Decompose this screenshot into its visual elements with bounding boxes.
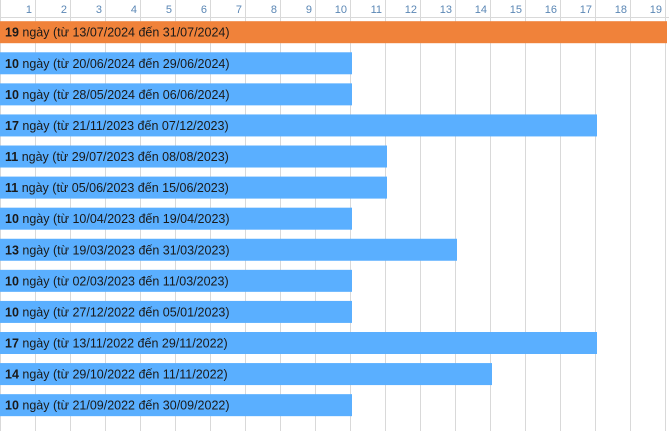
- bar-label: 10 ngày (từ 10/04/2023 đến 19/04/2023): [5, 212, 230, 226]
- bar: [0, 207, 352, 230]
- bar-unit: ngày: [19, 368, 53, 382]
- bar-label: 17 ngày (từ 21/11/2023 đến 07/12/2023): [5, 119, 229, 133]
- bars: 19 ngày (từ 13/07/2024 đến 31/07/2024) 10…: [0, 21, 667, 417]
- bar-value: 11: [5, 150, 18, 164]
- bar-label: 13 ngày (từ 19/03/2023 đến 31/03/2023): [5, 243, 230, 257]
- bar-date-range: (từ 05/06/2023 đến 15/06/2023): [52, 181, 229, 195]
- x-tick-label: 2: [61, 4, 67, 16]
- bar-label: 10 ngày (từ 02/03/2023 đến 11/03/2023): [5, 274, 229, 288]
- bar-label: 19 ngày (từ 13/07/2024 đến 31/07/2024): [5, 26, 230, 40]
- x-tick-label: 6: [201, 4, 207, 16]
- bar-unit: ngày: [19, 337, 53, 351]
- bar-value: 10: [5, 305, 19, 319]
- bar-value: 13: [5, 243, 19, 257]
- x-tick-label: 5: [166, 4, 172, 16]
- x-tick-label: 16: [545, 4, 557, 16]
- bar-label: 10 ngày (từ 21/09/2022 đến 30/09/2022): [5, 399, 230, 413]
- bar-label: 17 ngày (từ 13/11/2022 đến 29/11/2022): [5, 337, 228, 351]
- bar: [0, 176, 387, 199]
- bar-value: 10: [5, 88, 19, 102]
- bar-date-range: (từ 13/07/2024 đến 31/07/2024): [53, 26, 230, 40]
- bar: [0, 145, 387, 168]
- x-tick-label: 10: [335, 4, 347, 16]
- x-tick-label: 13: [440, 4, 452, 16]
- bar-value: 17: [5, 119, 19, 133]
- bar: [0, 269, 352, 292]
- bar-date-range: (từ 13/11/2022 đến 29/11/2022): [53, 337, 228, 351]
- bar-date-range: (từ 29/10/2022 đến 11/11/2022): [53, 368, 228, 382]
- bar-value: 19: [5, 26, 19, 40]
- bar-date-range: (từ 02/03/2023 đến 11/03/2023): [53, 274, 229, 288]
- bar-value: 10: [5, 274, 19, 288]
- x-tick-label: 4: [131, 4, 137, 16]
- x-tick-labels: 1 2 3 4 5 6 7 8 9 10 11 12 13 14 15 16 17 18 19: [26, 4, 662, 16]
- bar: [0, 83, 352, 106]
- bar: [0, 394, 352, 417]
- bar-unit: ngày: [19, 88, 53, 102]
- bar-date-range: (từ 27/12/2022 đến 05/01/2023): [53, 305, 230, 319]
- bar-unit: ngày: [19, 212, 53, 226]
- bar-value: 10: [5, 57, 19, 71]
- bar-label: 11 ngày (từ 05/06/2023 đến 15/06/2023): [5, 181, 229, 195]
- bar-date-range: (từ 21/09/2022 đến 30/09/2022): [53, 399, 230, 413]
- bar-date-range: (từ 20/06/2024 đến 29/06/2024): [53, 57, 230, 71]
- bar: [0, 114, 597, 137]
- x-tick-label: 15: [510, 4, 522, 16]
- bar-value: 10: [5, 399, 19, 413]
- x-tick-label: 12: [405, 4, 417, 16]
- bar-unit: ngày: [18, 181, 52, 195]
- bar-unit: ngày: [18, 150, 52, 164]
- bar: [0, 300, 352, 323]
- bar-date-range: (từ 21/11/2023 đến 07/12/2023): [53, 119, 229, 133]
- bar-label: 11 ngày (từ 29/07/2023 đến 08/08/2023): [5, 150, 229, 164]
- x-tick-label: 17: [580, 4, 592, 16]
- bar-label: 10 ngày (từ 27/12/2022 đến 05/01/2023): [5, 305, 230, 319]
- bar-value: 11: [5, 181, 18, 195]
- bar-date-range: (từ 10/04/2023 đến 19/04/2023): [53, 212, 230, 226]
- bar-value: 14: [5, 368, 19, 382]
- bar-date-range: (từ 19/03/2023 đến 31/03/2023): [53, 243, 230, 257]
- x-tick-label: 19: [650, 4, 662, 16]
- bar-unit: ngày: [19, 26, 53, 40]
- x-tick-label: 8: [271, 4, 277, 16]
- x-tick-label: 14: [475, 4, 487, 16]
- x-tick-label: 1: [26, 4, 32, 16]
- x-tick-label: 18: [615, 4, 627, 16]
- x-tick-label: 3: [96, 4, 102, 16]
- bar-label: 14 ngày (từ 29/10/2022 đến 11/11/2022): [5, 368, 228, 382]
- bar-unit: ngày: [19, 399, 53, 413]
- bar-label: 10 ngày (từ 20/06/2024 đến 29/06/2024): [5, 57, 230, 71]
- bar: [0, 21, 667, 44]
- bar-date-range: (từ 28/05/2024 đến 06/06/2024): [53, 88, 230, 102]
- bar-date-range: (từ 29/07/2023 đến 08/08/2023): [52, 150, 229, 164]
- bar-label: 10 ngày (từ 28/05/2024 đến 06/06/2024): [5, 88, 230, 102]
- bar: [0, 332, 597, 354]
- bar: [0, 363, 492, 386]
- x-tick-label: 11: [371, 4, 382, 16]
- bar-value: 10: [5, 212, 19, 226]
- x-tick-label: 7: [236, 4, 242, 16]
- bar-unit: ngày: [19, 274, 53, 288]
- bar-unit: ngày: [19, 243, 53, 257]
- bar-value: 17: [5, 337, 19, 351]
- bar: [0, 52, 352, 75]
- bar: [0, 238, 457, 261]
- bar-unit: ngày: [19, 57, 53, 71]
- bar-unit: ngày: [19, 305, 53, 319]
- x-tick-label: 9: [306, 4, 312, 16]
- bar-unit: ngày: [19, 119, 53, 133]
